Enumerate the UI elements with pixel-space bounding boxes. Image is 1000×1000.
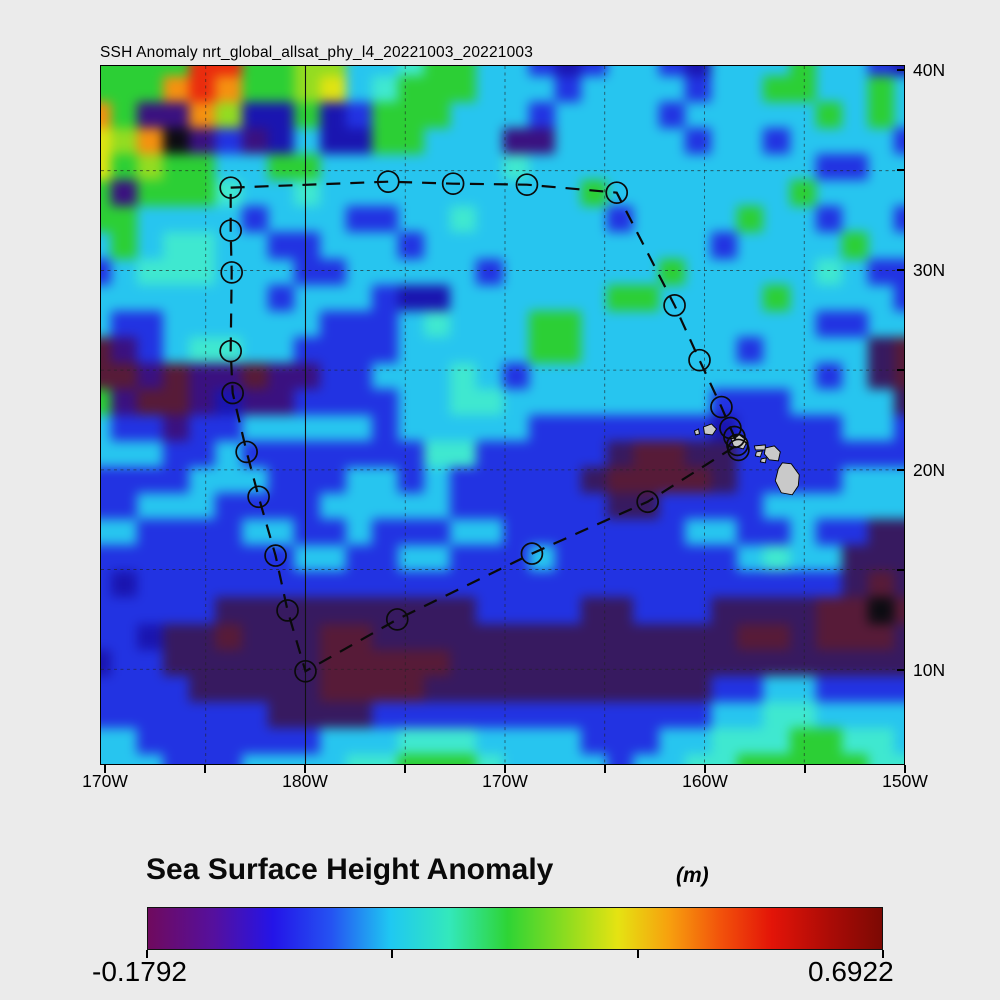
colorbar-max-label: 0.6922: [808, 956, 894, 987]
track-point: [220, 261, 243, 284]
island-kahoolawe: [759, 457, 767, 464]
colorbar-tick: [882, 950, 884, 958]
x-axis-tick: [604, 765, 606, 773]
track-point: [276, 599, 299, 622]
y-axis-tick: [897, 269, 905, 271]
island-lanai: [754, 450, 764, 458]
chart-title: SSH Anomaly nrt_global_allsat_phy_l4_202…: [100, 44, 534, 61]
y-axis-tick: [897, 469, 905, 471]
track-point: [663, 293, 686, 317]
colorbar-tick: [391, 950, 393, 958]
island-molokai: [753, 444, 766, 451]
colorbar-tick: [146, 950, 148, 958]
x-axis-tick: [804, 765, 806, 773]
y-axis-label: 40N: [913, 60, 946, 80]
y-axis-tick: [897, 669, 905, 671]
island-kauai: [703, 423, 718, 436]
track-point: [294, 659, 317, 683]
track-point: [520, 542, 544, 565]
track-point: [376, 170, 400, 193]
x-axis-label: 180W: [282, 771, 328, 791]
track-point: [710, 395, 733, 419]
track-point: [385, 608, 409, 631]
ssh-field: [101, 66, 904, 764]
y-axis-tick: [897, 369, 905, 371]
x-axis-tick: [304, 765, 306, 773]
x-axis-tick: [504, 765, 506, 773]
y-axis-tick: [897, 569, 905, 571]
x-axis-label: 150W: [882, 771, 928, 791]
track-point: [727, 438, 750, 462]
x-axis-label: 170W: [482, 771, 528, 791]
map-overlay: [101, 66, 904, 764]
x-axis-tick: [704, 765, 706, 773]
track-point: [219, 339, 242, 363]
colorbar-tick: [637, 950, 639, 958]
y-axis-label: 20N: [913, 460, 946, 480]
y-axis-label: 30N: [913, 260, 946, 280]
colorbar-unit: (m): [676, 864, 709, 887]
island-maui: [763, 445, 781, 462]
map-plot: [100, 65, 905, 765]
track-point: [688, 348, 711, 372]
colorbar: [147, 907, 883, 950]
track-point: [441, 172, 465, 195]
x-axis-tick: [104, 765, 106, 773]
x-axis-label: 170W: [82, 771, 128, 791]
x-axis-tick: [904, 765, 906, 773]
y-axis-tick: [897, 169, 905, 171]
colorbar-min-label: -0.1792: [92, 956, 187, 987]
track-point: [219, 219, 242, 242]
x-axis-tick: [404, 765, 406, 773]
track-point: [247, 485, 270, 509]
track-point: [219, 176, 242, 199]
track-point: [515, 173, 539, 196]
island-big-island: [774, 462, 800, 496]
y-axis-label: 10N: [913, 660, 946, 680]
island-niihau: [693, 428, 701, 436]
track-point: [605, 181, 629, 204]
track-point: [636, 490, 659, 514]
track-point: [264, 544, 287, 567]
x-axis-label: 160W: [682, 771, 728, 791]
y-axis-tick: [897, 69, 905, 71]
x-axis-tick: [204, 765, 206, 773]
track-point: [221, 381, 244, 405]
colorbar-title: Sea Surface Height Anomaly: [146, 853, 554, 886]
storm-track-line: [229, 180, 739, 673]
track-point: [235, 440, 258, 464]
